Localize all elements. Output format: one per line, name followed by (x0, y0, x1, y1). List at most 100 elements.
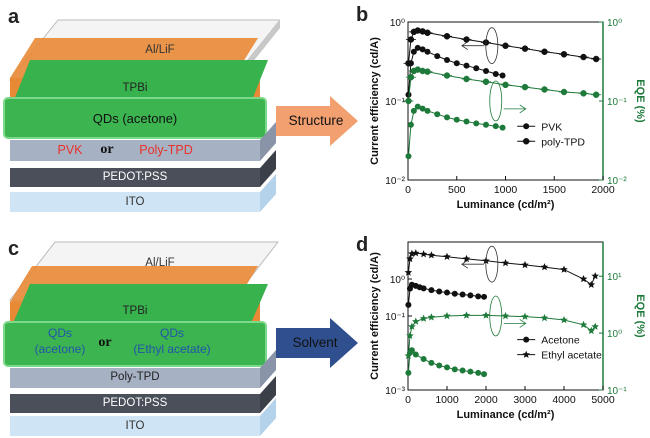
data-point (428, 287, 435, 294)
y-axis-label: Current efficiency (cd/A) (369, 37, 381, 165)
data-point (405, 153, 412, 160)
layer-label-qds-acetone-c: QDs (acetone) (20, 325, 100, 357)
x-tick-label: 2000 (591, 184, 615, 196)
y-tick-label: 10⁰ (390, 275, 405, 286)
panel-letter-b: b (356, 4, 369, 26)
panel-letter-d: d (356, 234, 369, 256)
x-axis-label: Luminance (cd/m²) (457, 409, 555, 421)
data-point (587, 280, 596, 288)
data-point (453, 60, 460, 67)
y2-tick-label: 10⁻¹ (607, 97, 627, 108)
data-point (412, 249, 420, 257)
data-point (579, 320, 588, 328)
x-axis-label: Luminance (cd/m²) (457, 199, 555, 211)
data-point (467, 368, 474, 375)
legend-marker (522, 350, 530, 358)
panel-letter-c: c (8, 238, 20, 260)
y2-tick-label: 10⁰ (607, 329, 622, 340)
y-tick-label: 10⁻² (385, 176, 405, 187)
annotation-arrow-right (503, 104, 527, 114)
data-point (451, 290, 458, 297)
data-point (414, 44, 421, 51)
data-point (434, 111, 441, 118)
legend-marker (523, 123, 530, 130)
x-tick-label: 5000 (591, 394, 615, 406)
annotation-ellipse-left (485, 245, 499, 283)
data-point (540, 263, 549, 271)
data-point (560, 265, 568, 273)
data-point (420, 285, 427, 292)
data-point (492, 123, 499, 130)
legend-label: poly-TPD (541, 136, 585, 148)
data-point (444, 364, 450, 371)
data-point (462, 254, 471, 263)
data-point (443, 312, 451, 320)
legend-marker (523, 336, 530, 343)
y-tick-label: 10⁻¹ (385, 97, 405, 108)
data-point (475, 369, 482, 376)
data-point (444, 57, 450, 64)
data-point (434, 53, 441, 60)
x-tick-label: 1500 (543, 184, 567, 196)
y-tick-label: 10⁻³ (385, 386, 405, 397)
series-line-1 (407, 252, 596, 286)
data-point (492, 70, 499, 77)
data-point (414, 103, 421, 110)
chart-b: 0 500 1000 1500 200010⁻²10⁻¹10⁰10⁻²10⁻¹10⁰Lu… (369, 18, 646, 211)
data-point (424, 48, 431, 55)
solvent-arrow-shape (276, 318, 358, 368)
layer-label-tpbi-c: TPBi (122, 305, 148, 317)
solvent-arrow-label: Solvent (292, 335, 338, 350)
data-point (540, 313, 549, 322)
data-point (408, 322, 416, 330)
layer-label-pedot-a: PEDOT:PSS (102, 171, 168, 183)
data-point (467, 292, 474, 299)
x-tick-label: 1000 (494, 184, 518, 196)
layer-label-tpbi-a: TPBi (122, 82, 148, 94)
data-point (420, 356, 427, 363)
data-point (579, 275, 588, 283)
layer-label-qds-acetone: QDs (acetone) (92, 111, 178, 126)
data-point (473, 120, 480, 127)
data-point (481, 293, 488, 300)
y2-axis-label: EQE (%) (634, 294, 646, 338)
data-point (463, 62, 470, 69)
annotation-ellipse-left (485, 27, 499, 65)
layer-label-or-a: or (100, 142, 114, 157)
data-point (412, 351, 419, 358)
data-point (428, 359, 435, 366)
stack-c-graphic (3, 241, 280, 436)
data-point (463, 118, 470, 125)
qds-ethyl-line1: QDs (160, 326, 184, 340)
data-point (436, 288, 443, 295)
data-point (591, 272, 599, 280)
data-point (482, 311, 490, 319)
data-point (406, 254, 414, 263)
data-point (404, 268, 413, 276)
data-point (412, 317, 420, 325)
layer-label-qds-ethyl-acetate: QDs (Ethyl acetate) (112, 325, 232, 357)
data-point (462, 311, 471, 319)
annotation-ellipse-right (489, 80, 503, 122)
qds-ethyl-line2: (Ethyl acetate) (133, 342, 211, 356)
structure-arrow-label: Structure (288, 113, 344, 128)
y-axis-label: Current efficiency (cd/A) (369, 252, 381, 380)
x-tick-label: 1000 (435, 394, 459, 406)
x-tick-label: 0 (405, 394, 411, 406)
data-point (521, 260, 529, 269)
data-point (483, 121, 489, 128)
chart-d: 0 1000 2000 3000 4000 5000 10⁻³ 10⁻¹ 10⁰ 10⁻¹ 10⁰ 1… (369, 241, 646, 421)
y2-tick-label: 10¹ (607, 272, 622, 283)
layer-label-al-lif-a: Al/LiF (145, 44, 175, 56)
data-point (405, 369, 412, 376)
data-point (459, 291, 466, 298)
annotation-ellipse-right (489, 295, 503, 337)
annotation-arrow-left (461, 259, 484, 269)
layer-label-al-lif-c: Al/LiF (145, 257, 175, 269)
structure-arrow-shape (276, 96, 358, 146)
layer-label-poly-tpd-a: Poly-TPD (139, 143, 193, 157)
data-point (443, 252, 451, 260)
data-point (419, 46, 426, 53)
data-point (405, 301, 412, 308)
qds-acetone-line1: QDs (48, 326, 72, 340)
